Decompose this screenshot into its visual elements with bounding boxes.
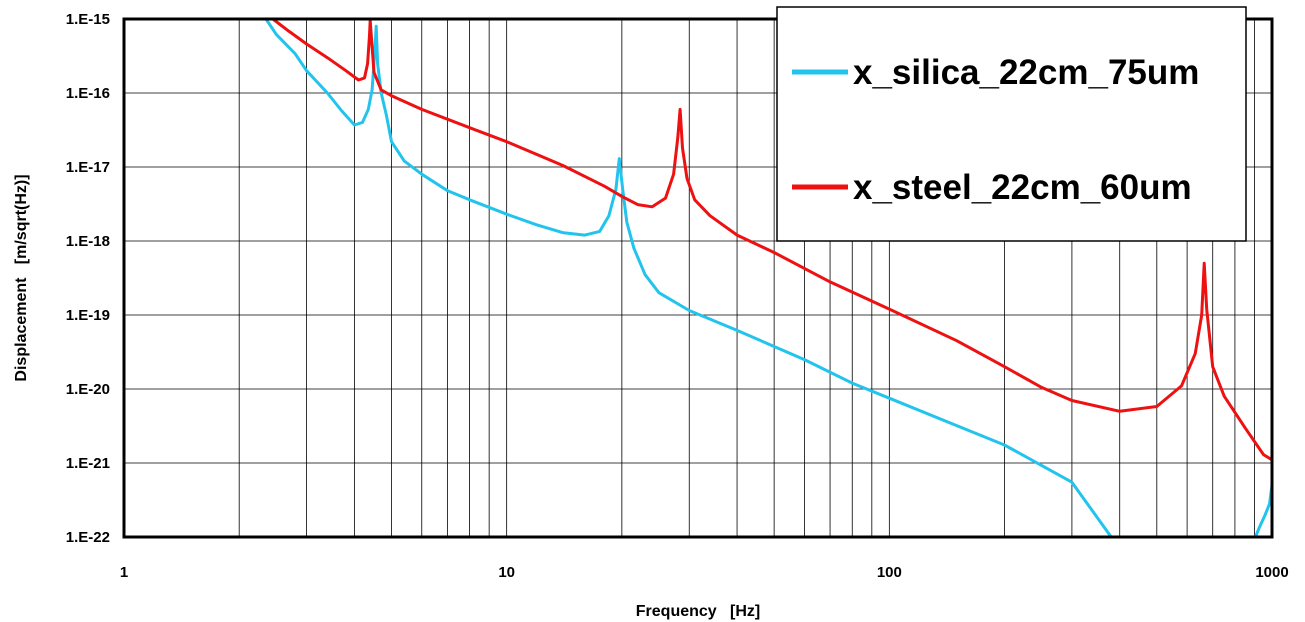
legend-box (776, 6, 1247, 242)
y-tick-label: 1.E-19 (66, 307, 110, 324)
grid-lines (124, 19, 1272, 537)
y-tick-label: 1.E-20 (66, 381, 110, 398)
x-axis-title: Frequency [Hz] (636, 603, 760, 620)
y-tick-label: 1.E-16 (66, 85, 110, 102)
plot-area-border (122, 17, 1274, 539)
y-tick-label: 1.E-22 (66, 529, 110, 546)
x-tick-label: 100 (877, 564, 902, 581)
y-axis-title: Displacement [m/sqrt(Hz)] (13, 174, 30, 381)
legend-label-steel: x_steel_22cm_60um (853, 168, 1192, 207)
x-tick-label: 1 (120, 564, 128, 581)
x-tick-label: 10 (498, 564, 515, 581)
series-line-0 (264, 19, 1113, 537)
series-lines (264, 19, 1272, 537)
y-tick-label: 1.E-17 (66, 159, 110, 176)
tick-labels: 1 10 100 1000 1.E-22 1.E-21 1.E-20 1.E-19 1.E-18… (66, 11, 1289, 581)
y-tick-label: 1.E-21 (66, 455, 110, 472)
y-tick-label: 1.E-15 (66, 11, 110, 28)
legend-label-silica: x_silica_22cm_75um (853, 53, 1199, 92)
series-line-2 (1254, 485, 1272, 537)
y-tick-label: 1.E-18 (66, 233, 110, 250)
x-tick-label: 1000 (1255, 564, 1288, 581)
legend: x_silica_22cm_75um x_steel_22cm_60um (776, 6, 1247, 242)
series-line-1 (271, 19, 1272, 462)
